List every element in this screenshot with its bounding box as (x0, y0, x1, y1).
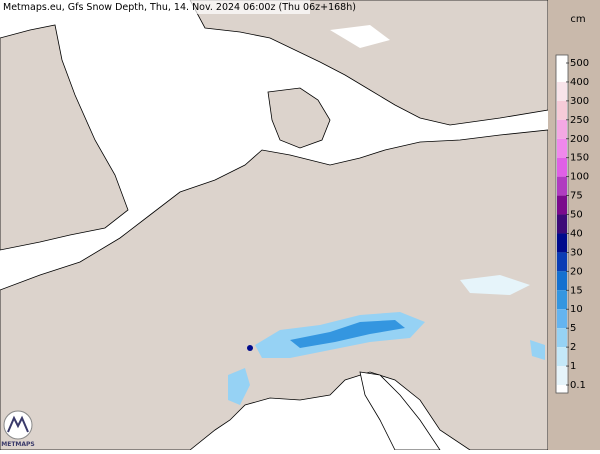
legend-swatch (557, 138, 567, 158)
legend-label: 5 (570, 323, 576, 334)
legend-swatch (557, 233, 567, 253)
legend-label: 40 (570, 228, 583, 239)
map-title: Metmaps.eu, Gfs Snow Depth, Thu, 14. Nov… (3, 2, 356, 13)
legend-swatch (557, 100, 567, 120)
legend-label: 150 (570, 153, 589, 164)
legend-label: 10 (570, 304, 583, 315)
legend-swatch (557, 366, 567, 385)
legend-label: 250 (570, 115, 589, 126)
legend-label: 400 (570, 77, 589, 88)
legend-label: 200 (570, 134, 589, 145)
logo-text: METMAPS (1, 441, 35, 448)
legend-label: 75 (570, 191, 583, 202)
legend-label: 100 (570, 172, 589, 183)
legend-swatch (557, 119, 567, 139)
great-britain (0, 24, 129, 251)
legend-label: 300 (570, 96, 589, 107)
legend-label: 2 (570, 342, 576, 353)
legend-swatch (557, 328, 567, 348)
legend-swatch (557, 81, 567, 101)
snow-cover (228, 25, 545, 405)
snow-balkans (530, 340, 545, 360)
legend-label: 0.1 (570, 380, 586, 391)
legend-swatch (557, 271, 567, 291)
legend-label: 1 (570, 361, 576, 372)
snow-carpathians (460, 275, 530, 295)
title-background (0, 0, 310, 14)
snow-alps-deep (290, 320, 405, 348)
legend-label: 500 (570, 58, 589, 69)
legend-swatch (557, 347, 567, 367)
legend-label: 20 (570, 266, 583, 277)
legend-label: 50 (570, 210, 583, 221)
legend-swatch (557, 214, 567, 234)
legend-unit: cm (570, 14, 585, 25)
legend-swatch (557, 176, 567, 196)
snow-scandinavia (330, 25, 390, 48)
logo: METMAPS (1, 410, 35, 448)
legend-swatch (557, 309, 567, 329)
legend-swatch (557, 290, 567, 310)
snow-maritime-alps (228, 368, 250, 405)
legend-swatch (557, 157, 567, 177)
legend-label: 15 (570, 285, 583, 296)
legend-swatch (557, 195, 567, 215)
scandinavia (189, 0, 549, 126)
logo-mark (7, 415, 29, 433)
legend-scale: 500 400 300 250 200 150 100 75 50 40 30 20 15 10 5 2 1 0.… (555, 54, 589, 394)
snow-peak (247, 345, 253, 351)
legend-label: 30 (570, 247, 583, 258)
legend-swatch (557, 63, 567, 82)
legend-swatch (557, 252, 567, 272)
denmark (267, 87, 331, 149)
land (0, 0, 549, 451)
